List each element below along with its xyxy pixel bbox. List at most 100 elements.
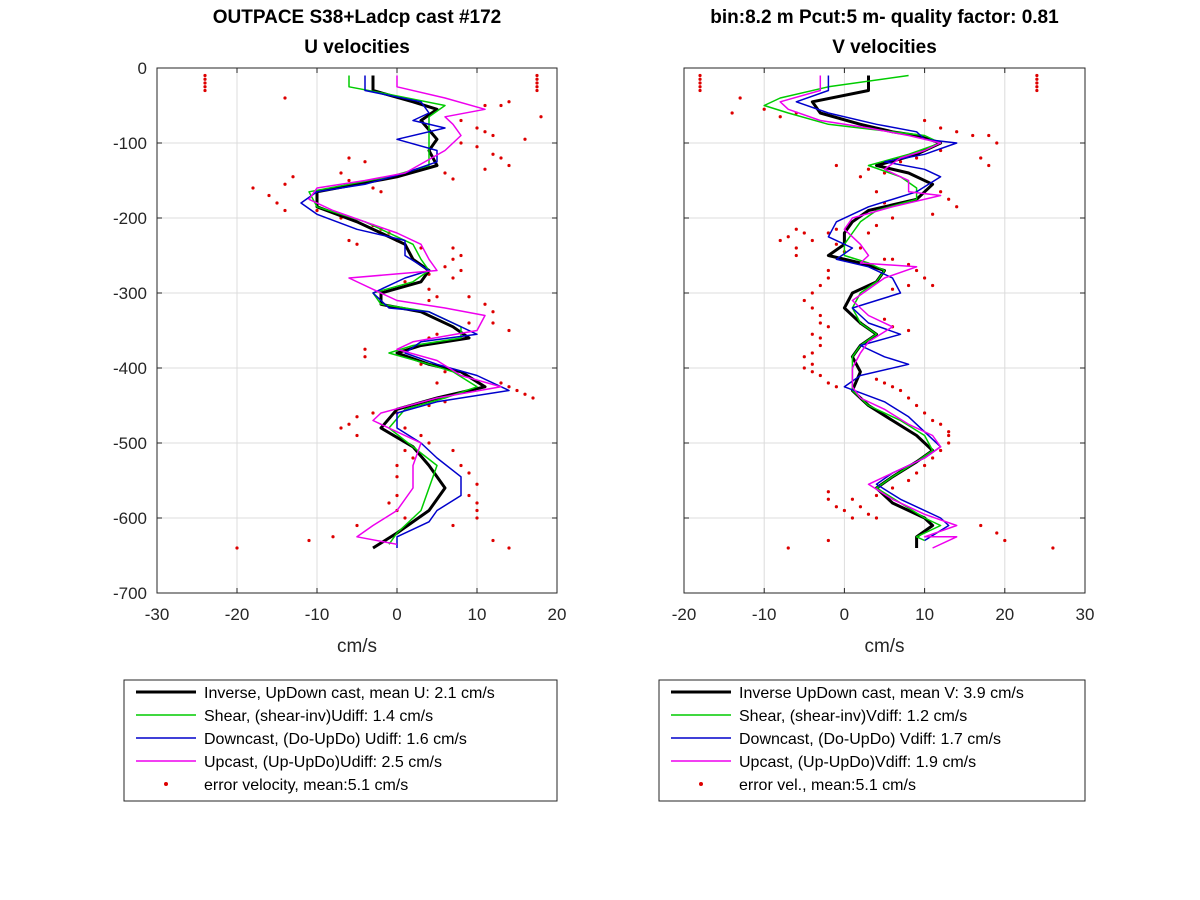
error-velocity-point <box>491 538 495 543</box>
error-velocity-point <box>395 475 399 479</box>
x-tick-label: -10 <box>305 605 330 624</box>
error-velocity-point <box>539 115 543 119</box>
error-velocity-point <box>818 283 822 288</box>
error-velocity-point <box>906 396 911 400</box>
error-velocity-point <box>858 175 863 179</box>
panel-u: -30 -20 -10 0 10 200-100-200-300-400-500-600-… <box>113 7 566 802</box>
error-velocity-point <box>906 478 911 483</box>
error-velocity-point <box>355 242 359 246</box>
error-velocity-point <box>1035 81 1039 85</box>
error-velocity-point <box>874 377 879 381</box>
error-velocity-point <box>347 156 351 160</box>
legend-swatch-4 <box>699 782 703 786</box>
error-velocity-point <box>475 126 479 130</box>
error-velocity-point <box>995 531 999 535</box>
chart-subtitle: V velocities <box>832 37 937 58</box>
error-velocity-point <box>1003 538 1007 543</box>
x-axis-label: cm/s <box>864 636 904 657</box>
panel-v: -20 -10 0 10 20 30 cm/s bin:8.2 m Pcut:5 m- qua… <box>658 7 1095 802</box>
error-velocity-point <box>914 403 919 408</box>
error-velocity-point <box>395 493 399 498</box>
error-velocity-point <box>467 471 471 475</box>
error-velocity-point <box>491 133 495 138</box>
error-velocity-point <box>467 493 471 498</box>
error-velocity-point <box>794 253 798 258</box>
axes-box <box>683 67 1086 594</box>
error-velocity-point <box>786 235 790 239</box>
error-velocity-point <box>931 283 935 288</box>
error-velocity-point <box>499 103 503 108</box>
error-velocity-point <box>971 133 975 138</box>
error-velocity-point <box>395 463 399 468</box>
x-tick-label: 0 <box>840 605 849 624</box>
legend-label-4: error vel., mean:5.1 cm/s <box>739 777 916 794</box>
error-velocity-point <box>987 163 991 168</box>
error-velocity-point <box>818 313 822 318</box>
legend-label-2: Downcast, (Do-UpDo) Vdiff: 1.7 cm/s <box>739 731 1001 748</box>
error-velocity-point <box>834 505 838 509</box>
error-velocity-point <box>834 242 838 246</box>
error-velocity-point <box>451 246 455 250</box>
error-velocity-point <box>535 73 539 78</box>
error-velocity-point <box>275 201 279 205</box>
error-velocity-point <box>858 505 863 509</box>
error-velocity-point <box>802 298 806 303</box>
y-tick-label: -400 <box>113 359 147 378</box>
data-layer <box>203 73 543 550</box>
plot-area <box>684 68 1085 593</box>
error-velocity-point <box>738 96 742 100</box>
error-velocity-point <box>427 441 431 445</box>
error-velocity-point <box>898 160 903 164</box>
error-velocity-point <box>475 482 479 486</box>
error-velocity-point <box>467 321 471 325</box>
error-velocity-point <box>419 362 423 366</box>
error-velocity-point <box>403 448 407 453</box>
error-velocity-point <box>866 512 871 516</box>
error-velocity-point <box>483 302 487 306</box>
error-velocity-point <box>931 212 935 216</box>
error-velocity-point <box>443 370 447 374</box>
x-tick-label: 20 <box>995 605 1014 624</box>
error-velocity-point <box>203 85 207 89</box>
error-velocity-point <box>802 366 806 370</box>
error-velocity-point <box>283 182 287 186</box>
y-tick-label: -300 <box>113 284 147 303</box>
series-line-3 <box>308 75 502 546</box>
error-velocity-point <box>535 81 539 85</box>
error-velocity-point <box>1035 85 1039 89</box>
y-tick-label: -200 <box>113 209 147 228</box>
error-velocity-point <box>371 411 375 415</box>
error-velocity-point <box>762 107 766 111</box>
x-tick-label: 30 <box>1076 605 1095 624</box>
error-velocity-point <box>1035 88 1039 93</box>
error-velocity-point <box>363 347 367 351</box>
error-velocity-point <box>507 328 511 333</box>
error-velocity-point <box>698 88 702 93</box>
error-velocity-point <box>906 328 911 333</box>
legend-label-0: Inverse UpDown cast, mean V: 3.9 cm/s <box>739 685 1024 702</box>
error-velocity-point <box>283 96 287 100</box>
error-velocity-point <box>810 351 814 355</box>
error-velocity-point <box>363 355 367 359</box>
error-velocity-point <box>890 486 895 490</box>
legend-label-2: Downcast, (Do-UpDo) Udiff: 1.6 cm/s <box>204 731 467 748</box>
error-velocity-point <box>890 257 895 261</box>
error-velocity-point <box>355 433 359 438</box>
error-velocity-point <box>890 216 895 220</box>
error-velocity-point <box>826 268 830 273</box>
error-velocity-point <box>315 208 319 213</box>
error-velocity-point <box>307 538 311 543</box>
error-velocity-point <box>802 231 806 235</box>
legend-label-1: Shear, (shear-inv)Udiff: 1.4 cm/s <box>204 708 433 725</box>
error-velocity-point <box>810 370 814 374</box>
error-velocity-point <box>451 523 455 528</box>
error-velocity-point <box>475 508 479 513</box>
legend-label-0: Inverse, UpDown cast, mean U: 2.1 cm/s <box>204 685 495 702</box>
error-velocity-point <box>979 156 983 160</box>
x-tick-label: 10 <box>468 605 487 624</box>
series-line-2 <box>300 75 510 548</box>
error-velocity-point <box>475 501 479 505</box>
error-velocity-point <box>483 103 487 108</box>
axes-box <box>156 67 558 594</box>
